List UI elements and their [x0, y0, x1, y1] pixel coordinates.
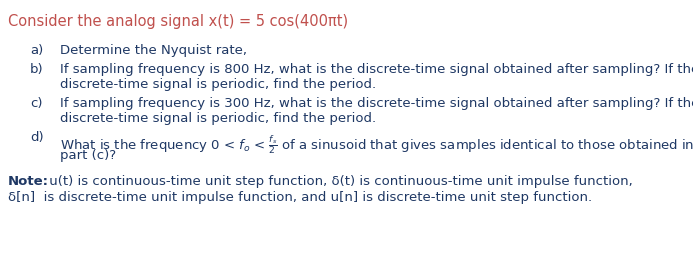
Text: b): b)	[30, 63, 44, 76]
Text: u(t) is continuous-time unit step function, δ(t) is continuous-time unit impulse: u(t) is continuous-time unit step functi…	[45, 175, 633, 188]
Text: If sampling frequency is 300 Hz, what is the discrete-time signal obtained after: If sampling frequency is 300 Hz, what is…	[60, 97, 693, 110]
Text: Determine the Nyquist rate,: Determine the Nyquist rate,	[60, 44, 247, 57]
Text: part (c)?: part (c)?	[60, 149, 116, 162]
Text: a): a)	[30, 44, 43, 57]
Text: d): d)	[30, 131, 44, 144]
Text: δ[n]  is discrete-time unit impulse function, and u[n] is discrete-time unit ste: δ[n] is discrete-time unit impulse funct…	[8, 191, 592, 204]
Text: If sampling frequency is 800 Hz, what is the discrete-time signal obtained after: If sampling frequency is 800 Hz, what is…	[60, 63, 693, 76]
Text: c): c)	[30, 97, 42, 110]
Text: Note:: Note:	[8, 175, 49, 188]
Text: Consider the analog signal x(t) = 5 cos(400πt): Consider the analog signal x(t) = 5 cos(…	[8, 14, 348, 29]
Text: What is the frequency 0 < $f_o$ < $\frac{f_s}{2}$ of a sinusoid that gives sampl: What is the frequency 0 < $f_o$ < $\frac…	[60, 133, 693, 156]
Text: discrete-time signal is periodic, find the period.: discrete-time signal is periodic, find t…	[60, 112, 376, 125]
Text: discrete-time signal is periodic, find the period.: discrete-time signal is periodic, find t…	[60, 78, 376, 91]
